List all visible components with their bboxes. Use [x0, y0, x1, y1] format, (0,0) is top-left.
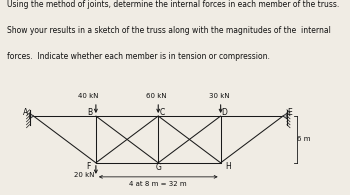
- Text: 40 kN: 40 kN: [78, 93, 98, 99]
- Text: D: D: [222, 108, 228, 117]
- Polygon shape: [30, 113, 34, 119]
- Text: 6 m: 6 m: [296, 136, 310, 142]
- Text: 60 kN: 60 kN: [146, 93, 167, 99]
- Text: 30 kN: 30 kN: [209, 93, 229, 99]
- Text: C: C: [160, 108, 165, 117]
- Text: E: E: [288, 108, 292, 117]
- Text: F: F: [87, 162, 91, 171]
- Text: A: A: [23, 108, 28, 117]
- Text: forces.  Indicate whether each member is in tension or compression.: forces. Indicate whether each member is …: [7, 52, 270, 61]
- Text: B: B: [87, 108, 92, 117]
- Polygon shape: [283, 113, 287, 119]
- Text: G: G: [155, 163, 161, 172]
- Text: Show your results in a sketch of the truss along with the magnitudes of the  int: Show your results in a sketch of the tru…: [7, 26, 331, 35]
- Text: Using the method of joints, determine the internal forces in each member of the : Using the method of joints, determine th…: [7, 0, 339, 9]
- Text: H: H: [225, 162, 231, 171]
- Text: 20 kN: 20 kN: [74, 172, 94, 177]
- Text: 4 at 8 m = 32 m: 4 at 8 m = 32 m: [130, 181, 187, 187]
